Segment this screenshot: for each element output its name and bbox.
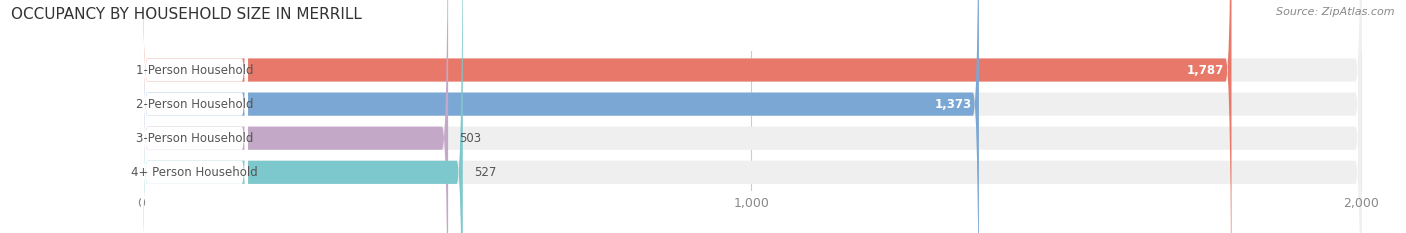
FancyBboxPatch shape (141, 0, 247, 233)
FancyBboxPatch shape (141, 0, 247, 233)
FancyBboxPatch shape (141, 0, 1361, 233)
FancyBboxPatch shape (141, 0, 1361, 233)
Text: 1,373: 1,373 (935, 98, 972, 111)
Text: Source: ZipAtlas.com: Source: ZipAtlas.com (1277, 7, 1395, 17)
FancyBboxPatch shape (141, 0, 979, 233)
FancyBboxPatch shape (141, 0, 247, 233)
FancyBboxPatch shape (141, 0, 1361, 233)
FancyBboxPatch shape (141, 0, 449, 233)
Text: 1,787: 1,787 (1187, 64, 1225, 76)
Text: 2-Person Household: 2-Person Household (136, 98, 253, 111)
FancyBboxPatch shape (141, 0, 1361, 233)
Text: 1-Person Household: 1-Person Household (136, 64, 253, 76)
Text: 503: 503 (460, 132, 481, 145)
Text: 4+ Person Household: 4+ Person Household (131, 166, 259, 179)
Text: 3-Person Household: 3-Person Household (136, 132, 253, 145)
FancyBboxPatch shape (141, 0, 247, 233)
FancyBboxPatch shape (141, 0, 463, 233)
Text: 527: 527 (474, 166, 496, 179)
FancyBboxPatch shape (141, 0, 1232, 233)
Text: OCCUPANCY BY HOUSEHOLD SIZE IN MERRILL: OCCUPANCY BY HOUSEHOLD SIZE IN MERRILL (11, 7, 363, 22)
